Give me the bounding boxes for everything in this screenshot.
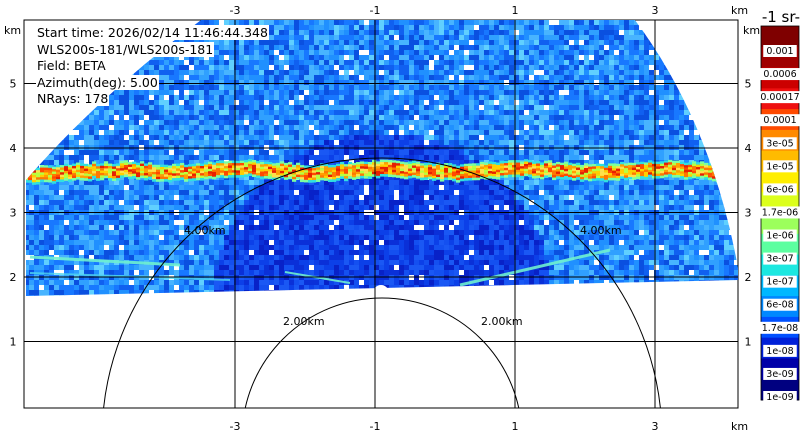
colorbar-unit-label: -1 sr- xyxy=(761,8,800,26)
instrument: WLS200s-181/WLS200s-181 xyxy=(36,41,215,57)
x-unit-label-bottom: km xyxy=(731,420,748,433)
colorbar-tick-bg xyxy=(757,321,800,334)
colorbar-tick-bg xyxy=(763,183,797,196)
y-tick-label-right: 3 xyxy=(745,207,752,220)
colorbar: 0.001 0.0006 0.00017 0.0001 3e-05 1e-05 6e-06 1… xyxy=(757,25,800,403)
start-time: Start time: 2026/02/14 11:46:44.348 xyxy=(36,25,269,40)
colorbar-swatch xyxy=(761,26,799,48)
colorbar-tick-bg xyxy=(763,391,797,403)
colorbar-tick-label: 0.0001 xyxy=(763,115,796,126)
x-tick-label-bottom: -1 xyxy=(370,420,381,433)
colorbar-tick-bg xyxy=(760,114,800,127)
range-ring-4km xyxy=(103,157,661,408)
colorbar-tick-label: 1e-06 xyxy=(766,231,793,242)
azimuth: Azimuth(deg): 5.00 xyxy=(36,74,159,90)
x-tick-label-bottom: -3 xyxy=(230,420,241,433)
colorbar-tick-bg xyxy=(763,367,797,380)
colorbar-tick-bg xyxy=(763,160,797,173)
axis-ticks: -3 -3 -1 -1 1 1 3 3 1 1 2 2 3 3 4 4 5 5 xyxy=(10,4,752,433)
y-tick-label-left: 5 xyxy=(10,78,17,91)
colorbar-tick-bg xyxy=(763,45,797,57)
colorbar-tick-label: 1e-08 xyxy=(766,346,793,357)
colorbar-tick-label: 1e-05 xyxy=(766,161,793,172)
colorbar-tick-bg xyxy=(763,137,797,150)
colorbar-tick-label: 6e-06 xyxy=(766,184,793,195)
colorbar-tick-label: 0.0006 xyxy=(763,69,796,80)
range-ring-label: 2.00km xyxy=(481,315,523,328)
colorbar-tick-label: 3e-07 xyxy=(766,254,793,265)
colorbar-tick-label: 3e-09 xyxy=(766,369,793,380)
range-rings xyxy=(103,157,661,408)
y-tick-label-left: 3 xyxy=(10,207,17,220)
colorbar-tick-bg xyxy=(763,229,797,242)
x-unit-label-top: km xyxy=(731,4,748,17)
y-tick-label-left: 4 xyxy=(10,142,17,155)
field: Field: BETA xyxy=(36,58,107,73)
range-ring-label: 4.00km xyxy=(184,224,226,237)
colorbar-tick-bg xyxy=(757,206,800,219)
range-ring-2km xyxy=(244,297,520,408)
nrays: NRays: 178 xyxy=(36,91,110,106)
colorbar-tick-bg xyxy=(763,275,797,288)
range-ring-label: 4.00km xyxy=(580,224,622,237)
y-tick-label-right: 2 xyxy=(745,271,752,284)
y-tick-label-left: 1 xyxy=(10,336,17,349)
colorbar-tick-bg xyxy=(760,68,800,81)
y-unit-label-left: km xyxy=(4,24,21,37)
colorbar-tick-bg xyxy=(757,91,800,104)
x-tick-label-top: -3 xyxy=(230,4,241,17)
info-box: Start time: 2026/02/14 11:46:44.348 WLS2… xyxy=(36,25,269,108)
colorbar-tick-label: 3e-05 xyxy=(766,138,793,149)
colorbar-tick-bg xyxy=(763,298,797,311)
colorbar-tick-label: 1e-09 xyxy=(766,392,793,403)
x-tick-label-bottom: 1 xyxy=(512,420,519,433)
range-ring-label: 2.00km xyxy=(283,315,325,328)
y-tick-label-right: 4 xyxy=(745,142,752,155)
y-unit-label-right: km xyxy=(743,24,760,37)
colorbar-tick-bg xyxy=(763,252,797,265)
x-tick-label-bottom: 3 xyxy=(652,420,659,433)
colorbar-tick-label: 0.001 xyxy=(766,46,793,57)
colorbar-tick-label: 1e-07 xyxy=(766,277,793,288)
x-tick-label-top: 1 xyxy=(512,4,519,17)
colorbar-tick-label: 1.7e-08 xyxy=(762,323,798,334)
grid xyxy=(24,20,738,408)
colorbar-tick-label: 0.00017 xyxy=(760,92,799,103)
y-tick-label-left: 2 xyxy=(10,271,17,284)
x-tick-label-top: 3 xyxy=(652,4,659,17)
colorbar-tick-label: 6e-08 xyxy=(766,300,793,311)
x-tick-label-top: -1 xyxy=(370,4,381,17)
y-tick-label-right: 5 xyxy=(745,78,752,91)
colorbar-tick-bg xyxy=(763,344,797,357)
y-tick-label-right: 1 xyxy=(745,336,752,349)
colorbar-tick-label: 1.7e-06 xyxy=(762,207,798,218)
